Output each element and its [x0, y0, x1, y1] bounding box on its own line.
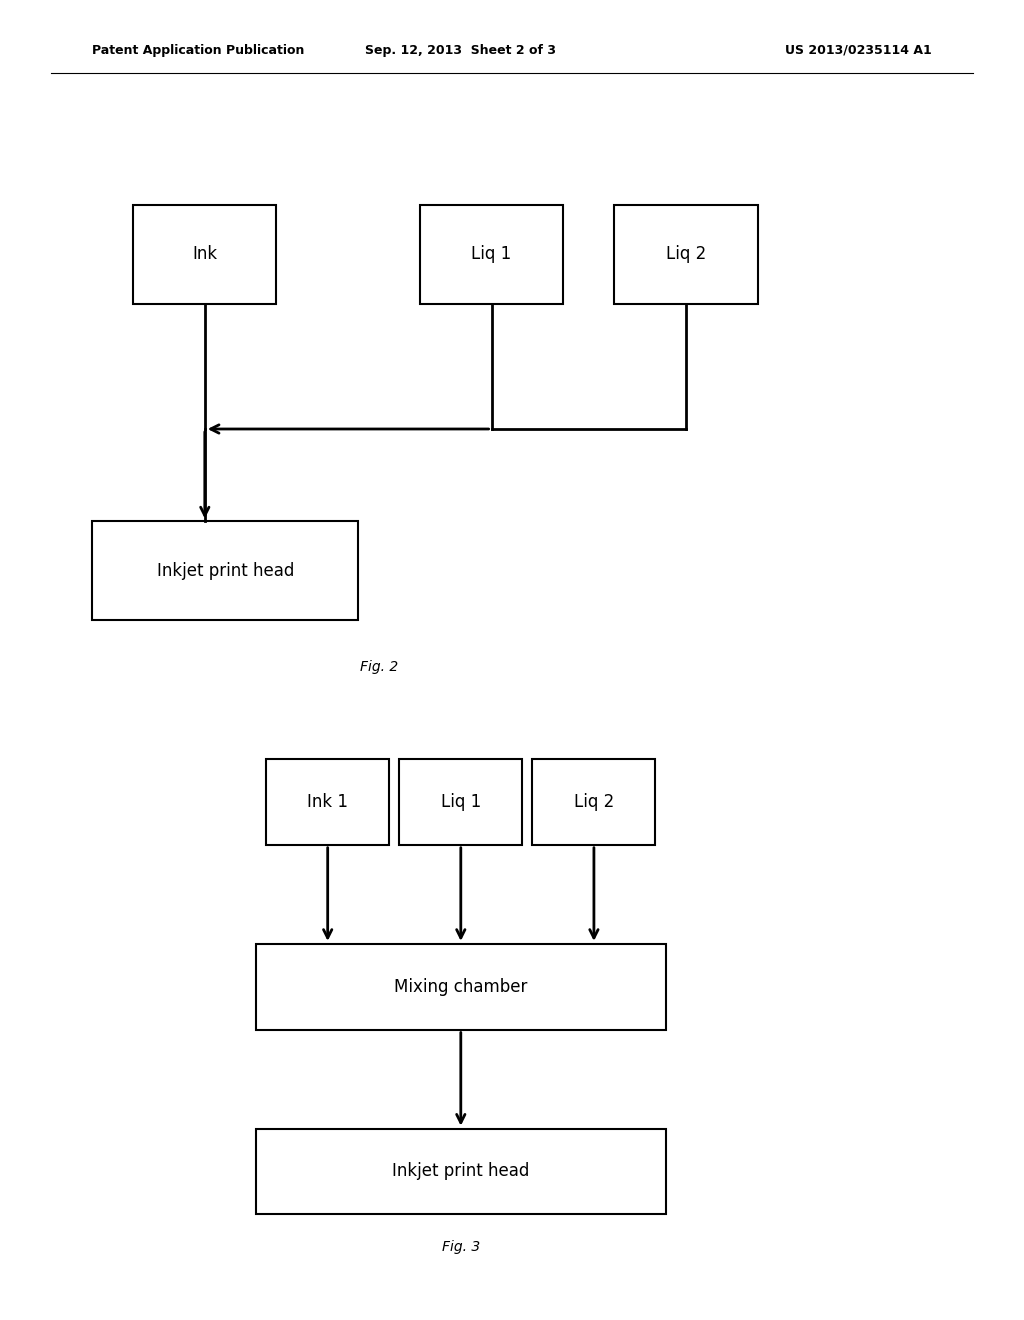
Text: Liq 1: Liq 1 [440, 793, 481, 810]
Text: Inkjet print head: Inkjet print head [392, 1163, 529, 1180]
Text: Mixing chamber: Mixing chamber [394, 978, 527, 995]
Text: Ink 1: Ink 1 [307, 793, 348, 810]
Text: Patent Application Publication: Patent Application Publication [92, 44, 304, 57]
FancyBboxPatch shape [420, 205, 563, 304]
FancyBboxPatch shape [399, 759, 522, 845]
Text: Liq 2: Liq 2 [573, 793, 614, 810]
Text: Liq 2: Liq 2 [666, 246, 707, 263]
FancyBboxPatch shape [133, 205, 276, 304]
FancyBboxPatch shape [532, 759, 655, 845]
Text: Liq 1: Liq 1 [471, 246, 512, 263]
Text: Fig. 2: Fig. 2 [359, 660, 398, 673]
Text: Inkjet print head: Inkjet print head [157, 562, 294, 579]
FancyBboxPatch shape [256, 1129, 666, 1214]
Text: Sep. 12, 2013  Sheet 2 of 3: Sep. 12, 2013 Sheet 2 of 3 [366, 44, 556, 57]
Text: Fig. 3: Fig. 3 [441, 1241, 480, 1254]
FancyBboxPatch shape [614, 205, 758, 304]
Text: Ink: Ink [193, 246, 217, 263]
FancyBboxPatch shape [266, 759, 389, 845]
Text: US 2013/0235114 A1: US 2013/0235114 A1 [785, 44, 932, 57]
FancyBboxPatch shape [92, 521, 358, 620]
FancyBboxPatch shape [256, 944, 666, 1030]
